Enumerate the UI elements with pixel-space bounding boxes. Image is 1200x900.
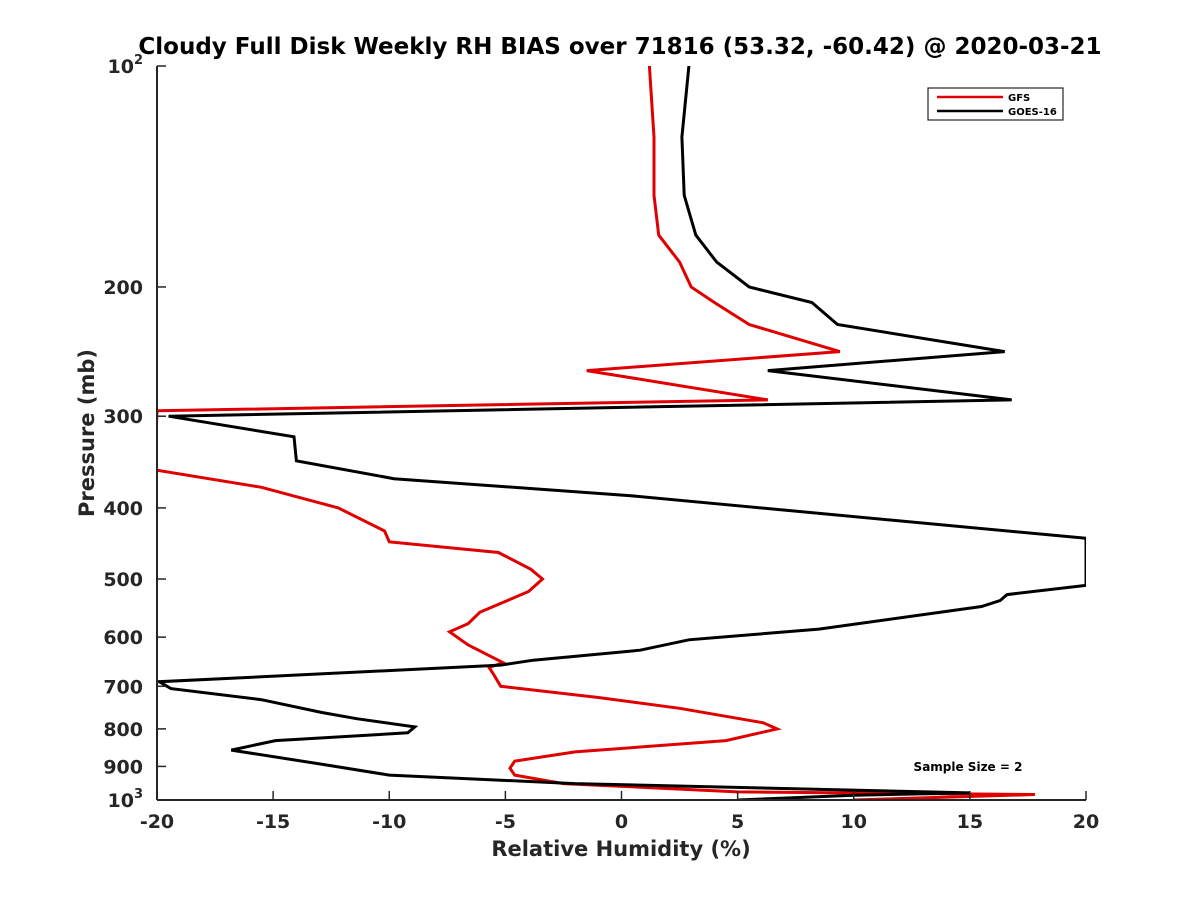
y-tick-label: 600 [103,627,143,649]
x-axis-label: Relative Humidity (%) [491,837,750,861]
y-axis-ticks: 102 200 300 400 500 600 700 800 900 103 [103,53,166,812]
y-tick-label: 103 [108,787,144,812]
y-tick-label: 800 [103,719,143,741]
chart-title: Cloudy Full Disk Weekly RH BIAS over 718… [138,34,1101,60]
y-tick-label: 500 [103,569,143,591]
x-tick-label: -5 [495,811,516,833]
x-tick-label: -10 [372,811,406,833]
y-tick-label: 700 [103,676,143,698]
y-axis-label: Pressure (mb) [75,349,99,517]
sample-size-annotation: Sample Size = 2 [914,760,1023,774]
series-line-goes16 [157,66,1086,800]
legend: GFS GOES-16 [927,87,1064,121]
x-tick-label: 10 [841,811,867,833]
y-tick-label: 900 [103,756,143,778]
x-tick-label: -15 [256,811,290,833]
y-tick-label: 400 [103,498,143,520]
x-axis-ticks: -20 -15 -10 -5 0 5 10 15 20 [140,791,1099,833]
y-tick-label: 200 [103,277,143,299]
legend-label-gfs: GFS [1008,93,1030,104]
y-tick-label: 300 [103,406,143,428]
legend-box [927,87,1064,121]
x-tick-label: 15 [957,811,983,833]
legend-label-goes16: GOES-16 [1008,107,1057,118]
series-layer [157,66,1086,800]
x-tick-label: 5 [731,811,744,833]
x-tick-label: 0 [615,811,628,833]
series-line-gfs [157,66,1035,800]
x-tick-label: -20 [140,811,174,833]
x-tick-label: 20 [1073,811,1099,833]
plot-area [157,66,1086,800]
y-tick-label: 102 [108,53,144,78]
